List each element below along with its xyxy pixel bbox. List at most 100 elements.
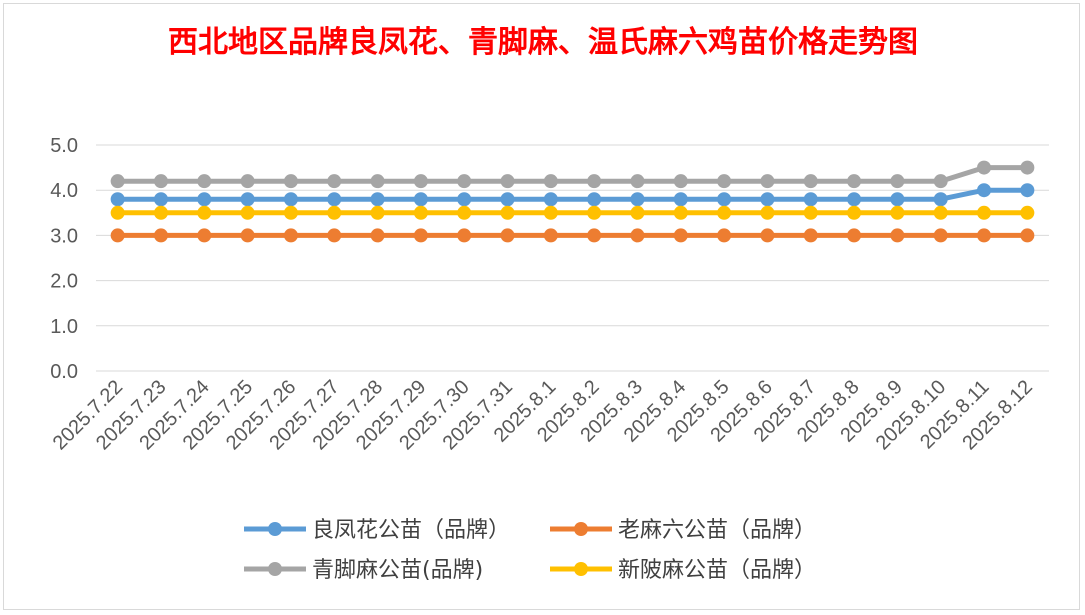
data-point [1020, 183, 1035, 198]
data-point [890, 228, 905, 243]
legend-label: 青脚麻公苗(品牌) [312, 558, 483, 583]
data-point [587, 192, 602, 207]
series-2 [110, 228, 1035, 243]
data-point [587, 228, 602, 243]
data-point [457, 174, 472, 189]
data-point [197, 205, 212, 220]
data-point [760, 174, 775, 189]
data-point [197, 174, 212, 189]
series-line [117, 187, 1028, 202]
data-point [110, 228, 125, 243]
data-point [803, 228, 818, 243]
data-point [413, 228, 428, 243]
data-point [153, 192, 168, 207]
data-point [457, 205, 472, 220]
data-point [890, 174, 905, 189]
series-group [110, 160, 1035, 243]
data-point [500, 205, 515, 220]
data-point [370, 174, 385, 189]
data-point [457, 228, 472, 243]
data-point [630, 228, 645, 243]
data-point [543, 192, 558, 207]
data-point [110, 205, 125, 220]
data-point [240, 174, 255, 189]
legend-swatch-marker [268, 562, 282, 576]
data-point [587, 205, 602, 220]
legend-item: 良凤花公苗（品牌） [244, 518, 510, 543]
legend-item: 青脚麻公苗(品牌) [244, 558, 483, 583]
data-point [153, 174, 168, 189]
data-point [933, 192, 948, 207]
data-point [153, 228, 168, 243]
data-point [760, 205, 775, 220]
legend-label: 良凤花公苗（品牌） [312, 518, 510, 543]
data-point [413, 205, 428, 220]
y-tick-label: 2.0 [50, 271, 78, 293]
data-point [890, 205, 905, 220]
data-point [283, 205, 298, 220]
data-point [847, 174, 862, 189]
data-point [673, 192, 688, 207]
y-tick-label: 0.0 [50, 361, 78, 383]
data-point [717, 192, 732, 207]
data-point [933, 205, 948, 220]
series-line [117, 165, 1028, 184]
data-point [327, 192, 342, 207]
data-point [240, 192, 255, 207]
data-point [717, 205, 732, 220]
data-point [977, 205, 992, 220]
series-4 [110, 205, 1035, 220]
data-point [630, 192, 645, 207]
y-tick-label: 4.0 [50, 180, 78, 202]
data-point [847, 205, 862, 220]
data-point [847, 228, 862, 243]
data-point [413, 174, 428, 189]
y-tick-label: 3.0 [50, 225, 78, 247]
data-point [977, 228, 992, 243]
data-point [110, 174, 125, 189]
data-point [110, 192, 125, 207]
legend-swatch-marker [574, 562, 588, 576]
data-point [1020, 160, 1035, 175]
data-point [587, 174, 602, 189]
legend-label: 老麻六公苗（品牌） [618, 518, 816, 543]
data-point [673, 205, 688, 220]
data-point [1020, 228, 1035, 243]
y-axis-ticks: 0.0 1.0 2.0 3.0 4.0 5.0 [50, 135, 78, 383]
data-point [370, 205, 385, 220]
data-point [413, 192, 428, 207]
data-point [760, 228, 775, 243]
data-point [760, 192, 775, 207]
y-tick-label: 1.0 [50, 316, 78, 338]
data-point [803, 192, 818, 207]
data-point [803, 205, 818, 220]
data-point [327, 228, 342, 243]
data-point [630, 174, 645, 189]
legend: 良凤花公苗（品牌） 老麻六公苗（品牌） 青脚麻公苗(品牌) 新陂麻公苗（品牌） [244, 518, 816, 583]
data-point [327, 205, 342, 220]
data-point [370, 228, 385, 243]
data-point [197, 228, 212, 243]
data-point [1020, 205, 1035, 220]
data-point [543, 174, 558, 189]
data-point [977, 160, 992, 175]
data-point [370, 192, 385, 207]
legend-label: 新陂麻公苗（品牌） [618, 558, 816, 583]
data-point [543, 205, 558, 220]
chart-frame [3, 3, 1080, 610]
data-point [500, 228, 515, 243]
data-point [500, 192, 515, 207]
data-point [673, 228, 688, 243]
data-point [933, 228, 948, 243]
series-1 [110, 183, 1035, 207]
chart-title: 西北地区品牌良凤花、青脚麻、温氏麻六鸡苗价格走势图 [168, 25, 918, 60]
legend-item: 老麻六公苗（品牌） [550, 518, 816, 543]
data-point [717, 228, 732, 243]
data-point [240, 205, 255, 220]
data-point [153, 205, 168, 220]
series-3 [110, 160, 1035, 189]
x-axis-ticks: 2025.7.222025.7.232025.7.242025.7.252025… [49, 376, 1037, 454]
data-point [933, 174, 948, 189]
data-point [847, 192, 862, 207]
